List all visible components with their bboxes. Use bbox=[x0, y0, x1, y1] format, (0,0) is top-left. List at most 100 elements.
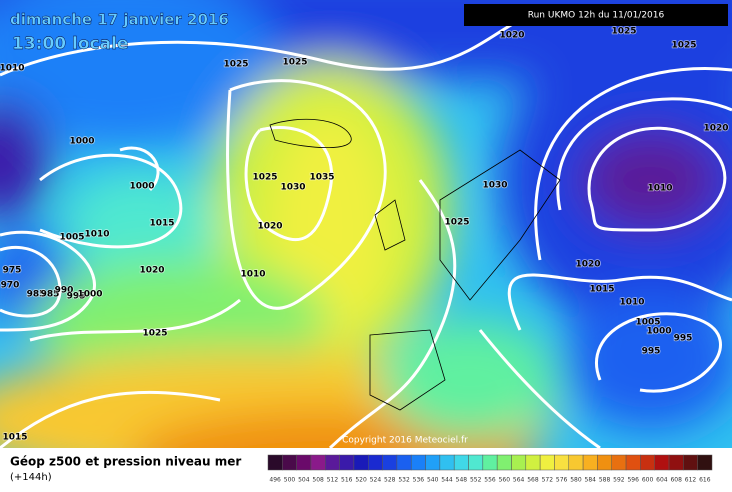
isobar-label: 1020 bbox=[575, 260, 600, 270]
color-swatch bbox=[296, 454, 312, 471]
color-swatch bbox=[511, 454, 527, 471]
color-swatch bbox=[410, 454, 426, 471]
color-swatch bbox=[439, 454, 455, 471]
isobar-label: 1000 bbox=[129, 182, 154, 192]
isobar-label: 1030 bbox=[280, 183, 305, 193]
isobar-label: 1025 bbox=[142, 329, 167, 339]
colorbar-label: 508 bbox=[312, 477, 324, 484]
colorbar-label: 544 bbox=[441, 477, 453, 484]
isobar-label: 1015 bbox=[149, 219, 174, 229]
color-swatch bbox=[468, 454, 484, 471]
color-swatch bbox=[568, 454, 584, 471]
isobar-label: 995 bbox=[674, 334, 693, 344]
colorbar-label: 532 bbox=[398, 477, 410, 484]
color-swatch bbox=[353, 454, 369, 471]
colorbar-label: 560 bbox=[499, 477, 511, 484]
colorbar: 496 500 504 508 512 516 520 524 528 532 536 540 544 5… bbox=[267, 454, 713, 484]
run: Run UKMO 12h du 11/01/2016 bbox=[528, 11, 665, 21]
colorbar-label: 604 bbox=[656, 477, 668, 484]
color-swatch bbox=[582, 454, 598, 471]
isobar-label: 1015 bbox=[2, 433, 27, 443]
color-swatch bbox=[597, 454, 612, 471]
color-swatch bbox=[496, 454, 512, 471]
isobar-label: 1000 bbox=[646, 327, 671, 337]
color-swatch bbox=[425, 454, 441, 471]
color-swatch bbox=[382, 454, 398, 471]
color-swatch bbox=[539, 454, 555, 471]
isobar-label: 975 bbox=[3, 266, 22, 276]
isobar-label: 1010 bbox=[647, 184, 672, 194]
labels: dimanche 17 janvier 2016 13:00 locale 10… bbox=[0, 10, 729, 443]
color-swatch bbox=[267, 454, 283, 471]
color-swatch bbox=[396, 454, 412, 471]
color-swatch bbox=[482, 454, 498, 471]
colorbar-label: 568 bbox=[527, 477, 539, 484]
colorbar-label: 608 bbox=[670, 477, 682, 484]
isobar-label: 1025 bbox=[444, 218, 469, 228]
colorbar-label: 576 bbox=[556, 477, 568, 484]
isobar-label: 1025 bbox=[252, 173, 277, 183]
title: dimanche 17 janvier 2016 bbox=[10, 11, 229, 29]
colorbar-label: 616 bbox=[699, 477, 711, 484]
colorbar-label: 536 bbox=[413, 477, 425, 484]
isobar-label: 1020 bbox=[703, 124, 728, 134]
isobar-label: 985 bbox=[41, 290, 60, 300]
isobar-label: 970 bbox=[1, 281, 20, 291]
color-swatch bbox=[683, 454, 698, 471]
isobar-label: 1010 bbox=[0, 64, 25, 74]
colorbar-label: 580 bbox=[570, 477, 582, 484]
colorbar-label: 564 bbox=[513, 477, 525, 484]
legend-lead: (+144h) bbox=[10, 472, 52, 483]
isobar-label: 1025 bbox=[671, 41, 696, 51]
isobar-label: 1010 bbox=[240, 270, 265, 280]
color-swatch bbox=[625, 454, 641, 471]
colorbar-label: 540 bbox=[427, 477, 439, 484]
copyright: Copyright 2016 Meteociel.fr bbox=[342, 436, 468, 446]
isobar-label: 1020 bbox=[257, 222, 282, 232]
colorbar-label: 548 bbox=[456, 477, 468, 484]
isobar-label: 1015 bbox=[589, 285, 614, 295]
coastlines bbox=[269, 118, 561, 411]
color-swatch bbox=[640, 454, 655, 471]
color-swatch bbox=[525, 454, 541, 471]
isobar-label: 1025 bbox=[611, 27, 636, 37]
isobar-label: 1025 bbox=[223, 60, 248, 70]
isobar-label: 1005 bbox=[59, 233, 84, 243]
color-swatch bbox=[325, 454, 340, 471]
isobar-label: 995 bbox=[642, 347, 661, 357]
colorbar-label: 600 bbox=[642, 477, 654, 484]
isobar-label: 1035 bbox=[309, 173, 334, 183]
colorbar-label: 524 bbox=[370, 477, 382, 484]
colorbar-label: 596 bbox=[627, 477, 639, 484]
colorbar-label: 504 bbox=[298, 477, 310, 484]
color-swatch bbox=[554, 454, 570, 471]
color-swatch bbox=[697, 454, 713, 471]
time: 13:00 locale bbox=[12, 34, 128, 54]
color-swatch bbox=[339, 454, 355, 471]
color-swatch bbox=[453, 454, 469, 471]
color-swatch bbox=[282, 454, 297, 471]
isobar-label: 1020 bbox=[499, 31, 524, 41]
isobar-label: 1000 bbox=[69, 137, 94, 147]
legend-title: Géop z500 et pression niveau mer bbox=[10, 455, 241, 469]
colorbar-label: 612 bbox=[685, 477, 697, 484]
isobar-label: 1000 bbox=[77, 290, 102, 300]
colorbar-label: 572 bbox=[542, 477, 554, 484]
color-swatch bbox=[668, 454, 684, 471]
isobar-label: 1025 bbox=[282, 58, 307, 68]
colorbar-label: 592 bbox=[613, 477, 625, 484]
colorbar-label: 516 bbox=[341, 477, 353, 484]
color-swatch bbox=[368, 454, 383, 471]
colorbar-label: 556 bbox=[484, 477, 496, 484]
isobars bbox=[0, 18, 732, 448]
color-swatch bbox=[654, 454, 670, 471]
isobar-label: 1005 bbox=[635, 318, 660, 328]
isobar-label: 990 bbox=[55, 286, 74, 296]
isobar-label: 1020 bbox=[139, 266, 164, 276]
colorbar-label: 588 bbox=[599, 477, 611, 484]
colorbar-label: 552 bbox=[470, 477, 482, 484]
isobar-label: 1030 bbox=[482, 181, 507, 191]
colorbar-label: 512 bbox=[327, 477, 339, 484]
